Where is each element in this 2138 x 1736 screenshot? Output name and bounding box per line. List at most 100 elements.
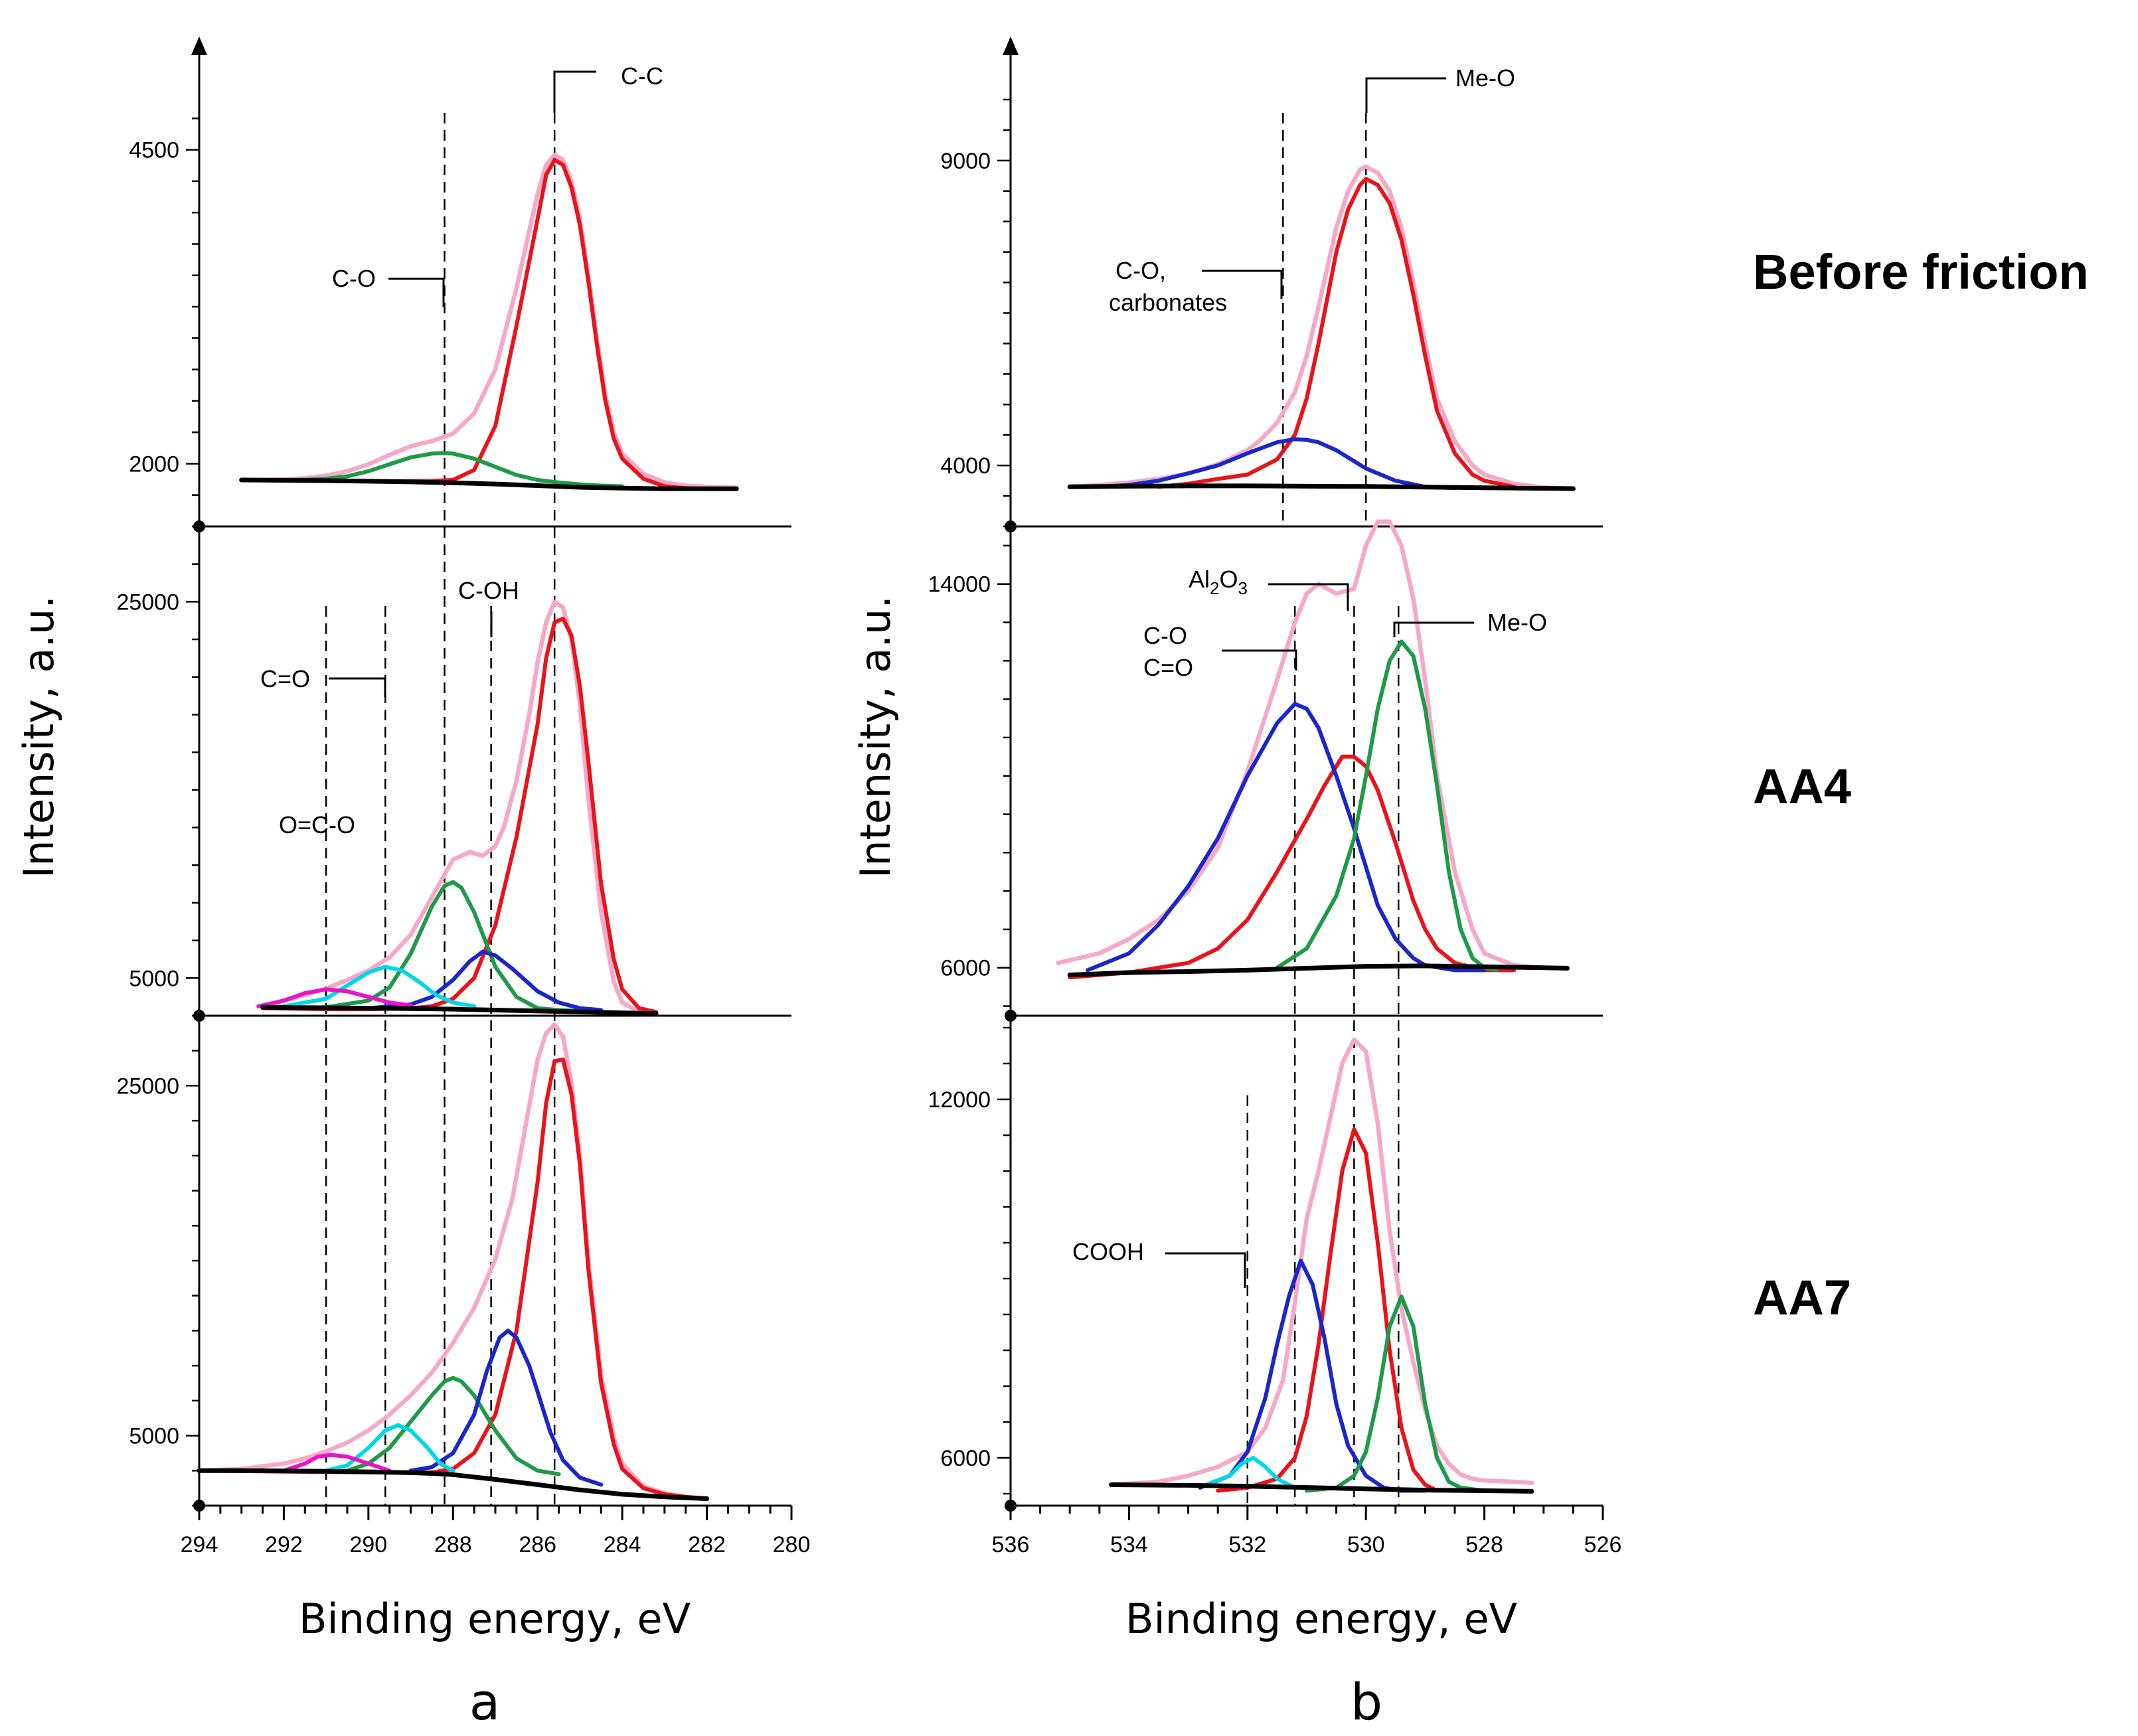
series-envelope [1056,519,1570,970]
x-tick-label: 282 [688,1532,726,1557]
leader-co [388,277,445,307]
x-tick-label: 534 [1110,1532,1148,1557]
series-c-o-carbonates-fit [1097,437,1457,491]
panel-a-axes: 294 292 290 288 286 284 282 280 2000 4500 5000 2500… [116,37,810,1557]
annot-carbonates-1: C-O, [1115,257,1166,284]
x-tick-label: 528 [1465,1532,1503,1557]
x-tick-label: 280 [773,1532,811,1557]
y-tick-label: 9000 [940,149,991,174]
series-me-o-fit [1157,177,1517,489]
series-cooh-fit [1204,1456,1297,1490]
x-tick-label: 288 [434,1532,472,1557]
panel-b-reference-lines [1246,113,1400,1506]
panel-b-curves [1056,164,1576,1494]
leader-cc [553,70,596,113]
panel-b-xlabel: Binding energy, eV [1125,1595,1517,1643]
series-c-o-fit [282,880,582,1013]
y-tick-label: 6000 [940,1446,991,1471]
x-tick-label: 286 [519,1532,556,1557]
annot-al2o3-sub3: 3 [1238,578,1248,598]
panel-a-xlabel: Binding energy, eV [299,1595,691,1643]
x-tick-label: 284 [604,1532,641,1557]
annot-al2o3-sub2: 2 [1210,578,1219,598]
row-label-before-friction: Before friction [1753,244,2089,299]
annot-al2o3: Al2O3 [1189,566,1248,598]
series-background [1067,483,1576,491]
series-envelope [1109,1037,1534,1487]
leader-carbonates [1202,270,1283,299]
panel-a-curves [197,152,739,1501]
series-c-c-fit [239,157,739,491]
leader-co-cdo [1222,649,1297,671]
annot-cc: C-C [621,62,663,90]
series-me-o-fit [1068,754,1517,980]
annot-meo-mid: Me-O [1487,609,1547,636]
y-tick-label: 2000 [129,451,179,477]
series-o-c-o-fit [256,987,413,1008]
y-tick-label: 4000 [940,453,991,479]
x-tick-label: 292 [265,1532,303,1557]
series-background [239,477,739,491]
annot-cooh: COOH [1072,1238,1144,1265]
panel-b-letter: b [1351,1672,1382,1731]
y-tick-label: 25000 [116,590,179,615]
series-o-c-o-fit [282,1453,392,1473]
series-me-o-fit [1216,1127,1439,1493]
series-envelope [197,1022,709,1501]
row-label-aa4: AA4 [1753,759,1851,814]
x-tick-label: 536 [992,1532,1030,1557]
leader-meo-mid [1393,621,1474,637]
series-background [1109,1482,1534,1494]
annot-al2o3-al: Al [1189,566,1210,593]
series-c-oh-fit [366,949,604,1012]
y-axis-arrow [191,37,207,55]
series-background [197,1468,710,1501]
y-axis-arrow [1003,37,1019,55]
y-tick-label: 12000 [928,1087,991,1113]
row-label-aa7: AA7 [1753,1270,1851,1325]
annot-carbonates-2: carbonates [1109,289,1227,316]
series-c-o-fit [345,1376,561,1476]
x-tick-label: 294 [181,1532,218,1557]
y-tick-label: 25000 [116,1073,179,1099]
annot-co-2: C=O [1143,654,1193,681]
panel-b-ylabel: Intensity, a.u. [851,595,900,878]
series-c-o-c-o-fit [1086,702,1487,973]
y-tick-label: 6000 [940,956,991,981]
panel-b-axes: 536 534 532 530 528 526 4000 9000 6000 14000 6000 1… [928,37,1621,1557]
x-tick-label: 526 [1584,1532,1622,1557]
leader-cooh [1165,1252,1246,1288]
series-background [1067,963,1570,978]
annot-cdo: C=O [260,665,310,692]
panel-a-letter: a [469,1672,501,1731]
series-c-c-fit [197,1057,709,1501]
y-tick-label: 5000 [129,1424,179,1449]
y-tick-label: 14000 [928,572,991,597]
annot-ocdo: O=C-O [279,811,355,838]
series-envelope [260,599,659,1016]
series-c-oh-fit [408,1328,604,1487]
annot-al2o3-o: O [1219,566,1238,593]
x-tick-label: 530 [1347,1532,1385,1557]
y-tick-label: 5000 [129,966,179,991]
annot-co-1: C-O [1143,622,1187,649]
y-tick-label: 4500 [129,138,179,163]
x-tick-label: 290 [349,1532,387,1557]
series-c-o-c-o-fit [1198,1259,1428,1493]
leader-al2o3 [1268,583,1349,611]
annot-coh: C-OH [458,577,519,604]
annot-co: C-O [332,265,376,292]
panel-a-ylabel: Intensity, a.u. [15,595,63,878]
annotation-leaders [329,70,1474,1288]
series-background [260,1004,659,1016]
series-me-o-green-fit [1305,1295,1487,1493]
leader-meo-top [1365,77,1446,113]
annot-meo-top: Me-O [1455,64,1515,92]
annotation-texts: C-C C-O C-OH C=O O=C-O Me-O C-O, carbona… [260,62,1547,1265]
series-envelope [239,152,739,490]
x-tick-label: 532 [1228,1532,1266,1557]
leader-cdo [329,677,386,697]
series-me-o-green-fit [1275,639,1499,973]
row-axis-dot [1005,1010,1017,1022]
